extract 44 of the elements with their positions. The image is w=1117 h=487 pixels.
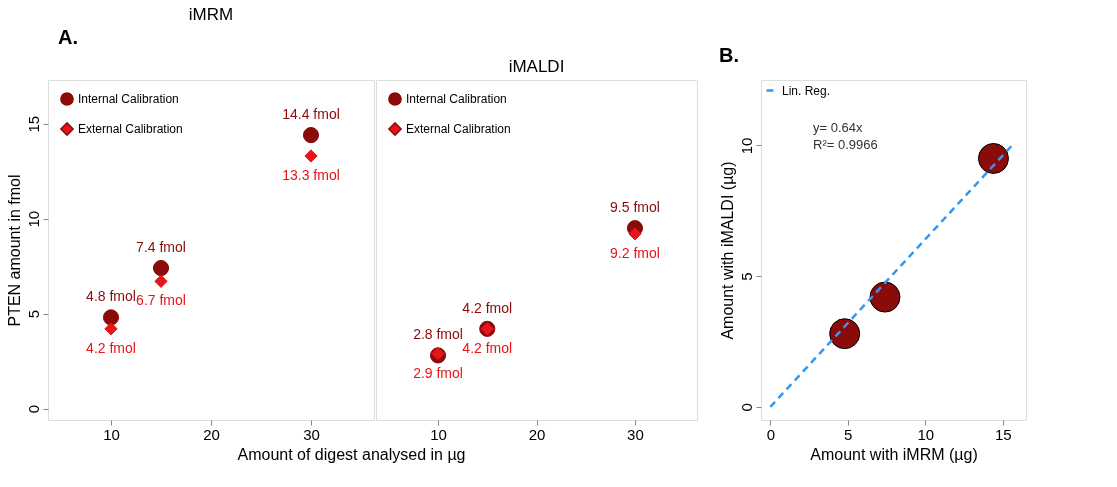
legend-label: Lin. Reg. (782, 83, 831, 98)
y-tick-label: 0 (737, 403, 755, 412)
data-label: 4.2 fmol (462, 339, 513, 356)
y-tick-label: 5 (737, 272, 755, 281)
y-tick-label: 10 (737, 137, 755, 155)
y-tick-label: 10 (24, 210, 42, 228)
data-label: 2.8 fmol (413, 326, 463, 343)
data-label: 7.4 fmol (136, 239, 186, 256)
annotation: R²= 0.9966 (813, 137, 878, 152)
data-label: 4.8 fmol (86, 288, 136, 305)
legend-label: External Calibration (78, 122, 183, 136)
annotation: y= 0.64x (813, 120, 864, 135)
x-tick-label: 0 (766, 425, 775, 443)
x-tick-label: 10 (917, 425, 935, 443)
legend-label: Internal Calibration (78, 92, 179, 106)
x-tick-label: 5 (844, 425, 853, 443)
data-label: 4.2 fmol (86, 339, 136, 356)
x-tick-label: 20 (528, 425, 546, 443)
x-tick-label: 15 (994, 425, 1012, 443)
y-axis-title: PTEN amount in fmol (5, 174, 23, 327)
data-label: 9.2 fmol (610, 244, 660, 261)
x-tick-label: 10 (430, 425, 447, 443)
data-label: 14.4 fmol (282, 106, 340, 123)
data-label: 13.3 fmol (282, 166, 340, 183)
legend-label: Internal Calibration (406, 92, 507, 106)
data-label: 9.5 fmol (610, 199, 660, 216)
data-label: 4.2 fmol (462, 299, 513, 316)
x-tick-label: 20 (203, 425, 220, 443)
x-axis-title: Amount of digest analysed in µg (237, 445, 466, 463)
chart-title: iMALDI (508, 57, 565, 76)
y-tick-label: 0 (24, 404, 42, 414)
x-tick-label: 30 (627, 425, 644, 443)
y-axis-title: Amount with iMALDI (µg) (718, 161, 736, 340)
y-tick-label: 15 (24, 115, 42, 133)
text: A. (58, 26, 78, 48)
chart-title: B. (719, 44, 739, 66)
y-tick-label: 5 (24, 309, 42, 319)
x-tick-label: 10 (103, 425, 120, 443)
x-axis-title: Amount with iMRM (µg) (810, 445, 978, 463)
legend-label: External Calibration (406, 122, 511, 136)
data-label: 2.9 fmol (413, 364, 463, 381)
x-tick-label: 30 (303, 425, 320, 443)
data-label: 6.7 fmol (136, 292, 186, 309)
chart-title: iMRM (188, 5, 234, 24)
